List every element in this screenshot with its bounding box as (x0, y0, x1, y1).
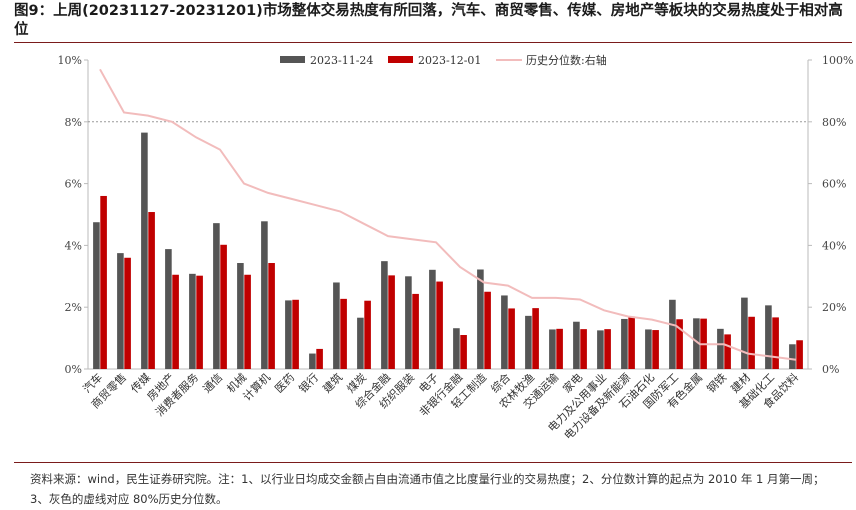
bar-2023-11-24 (621, 318, 628, 369)
left-tick-label: 4% (65, 239, 82, 252)
bar-2023-12-01 (460, 335, 467, 369)
category-label: 银行 (296, 370, 321, 395)
percentile-series-line (99, 68, 797, 361)
bar-2023-11-24 (213, 223, 220, 369)
bar-2023-11-24 (597, 330, 604, 369)
bar-2023-11-24 (501, 295, 508, 369)
bar-2023-12-01 (772, 317, 779, 369)
bar-2023-12-01 (124, 257, 131, 369)
category-label: 建筑 (320, 370, 345, 395)
title-divider (14, 42, 852, 43)
bar-2023-11-24 (117, 253, 124, 369)
bar-2023-11-24 (333, 282, 340, 369)
right-tick-label: 20% (822, 301, 846, 314)
legend-swatch-2023-11-24 (280, 56, 305, 63)
bar-2023-12-01 (196, 275, 203, 369)
bar-2023-12-01 (628, 316, 635, 369)
bar-2023-11-24 (285, 300, 292, 369)
bar-2023-11-24 (645, 329, 652, 369)
left-tick-label: 6% (65, 178, 82, 191)
bar-2023-11-24 (789, 344, 796, 369)
percentile-line-layer (99, 68, 797, 361)
bar-2023-12-01 (484, 291, 491, 369)
bar-2023-11-24 (141, 132, 148, 369)
source-note: 资料来源：wind，民生证券研究院。注：1、以行业日均成交金额占自由流通市值之比… (30, 469, 855, 509)
bar-2023-12-01 (796, 340, 803, 369)
bar-2023-12-01 (316, 348, 323, 369)
source-note-line-1: 资料来源：wind，民生证券研究院。注：1、以行业日均成交金额占自由流通市值之比… (30, 472, 825, 486)
legend-label: 2023-11-24 (310, 54, 373, 67)
bar-2023-11-24 (237, 263, 244, 369)
chart-title: 图9：上周(20231127-20231201)市场整体交易热度有所回落，汽车、… (14, 3, 843, 38)
bar-2023-12-01 (100, 195, 107, 369)
left-tick-label: 10% (58, 54, 82, 67)
right-tick-label: 80% (822, 116, 846, 129)
legend-label: 2023-12-01 (418, 54, 481, 67)
right-tick-label: 40% (822, 239, 846, 252)
bar-2023-11-24 (693, 318, 700, 369)
bar-2023-11-24 (261, 221, 268, 369)
bar-2023-11-24 (93, 222, 100, 369)
bar-2023-12-01 (436, 281, 443, 369)
footer-divider (14, 462, 852, 463)
left-tick-label: 8% (65, 116, 82, 129)
category-label: 通信 (200, 371, 225, 396)
source-note-line-2: 3、灰色的虚线对应 80%历史分位数。 (30, 492, 228, 506)
bar-2023-12-01 (172, 274, 179, 369)
category-label: 医药 (272, 371, 297, 396)
bar-2023-11-24 (381, 261, 388, 369)
bar-2023-12-01 (340, 298, 347, 369)
bar-2023-12-01 (148, 212, 155, 369)
bar-2023-12-01 (364, 300, 371, 369)
right-tick-label: 60% (822, 178, 846, 191)
right-tick-label: 0% (822, 363, 839, 376)
bar-2023-11-24 (429, 269, 436, 369)
category-label: 计算机 (240, 370, 273, 403)
category-label: 钢铁 (704, 371, 729, 396)
bar-2023-12-01 (292, 299, 299, 369)
bar-2023-11-24 (453, 328, 460, 369)
bar-2023-12-01 (676, 319, 683, 369)
bar-2023-11-24 (525, 315, 532, 369)
bar-2023-11-24 (669, 299, 676, 369)
bar-2023-12-01 (604, 329, 611, 369)
bar-2023-12-01 (388, 275, 395, 369)
bar-2023-11-24 (549, 329, 556, 369)
bar-2023-12-01 (508, 308, 515, 369)
bar-2023-11-24 (405, 276, 412, 369)
bar-2023-12-01 (532, 308, 539, 369)
axes-layer (84, 59, 812, 370)
bar-2023-12-01 (580, 329, 587, 369)
bar-2023-11-24 (765, 305, 772, 369)
bar-2023-12-01 (652, 330, 659, 369)
bar-2023-11-24 (573, 321, 580, 369)
bar-2023-11-24 (189, 273, 196, 369)
right-tick-label: 100% (822, 54, 853, 67)
legend-label: 历史分位数:右轴 (526, 53, 607, 67)
bar-2023-11-24 (309, 353, 316, 369)
bar-2023-11-24 (165, 249, 172, 369)
bar-2023-11-24 (741, 297, 748, 369)
bar-2023-12-01 (268, 263, 275, 369)
bar-2023-12-01 (220, 244, 227, 369)
bar-2023-12-01 (556, 328, 563, 369)
bar-2023-12-01 (412, 293, 419, 369)
left-tick-label: 0% (65, 363, 82, 376)
bar-2023-12-01 (724, 334, 731, 369)
bar-2023-11-24 (357, 317, 364, 369)
bars-layer (93, 132, 803, 369)
legend: 2023-11-24 2023-12-01 历史分位数:右轴 (280, 53, 607, 67)
bar-2023-12-01 (748, 316, 755, 369)
legend-swatch-2023-12-01 (388, 56, 413, 63)
left-tick-label: 2% (65, 301, 82, 314)
bar-2023-11-24 (717, 328, 724, 369)
bar-2023-11-24 (477, 269, 484, 369)
bar-2023-12-01 (244, 274, 251, 369)
